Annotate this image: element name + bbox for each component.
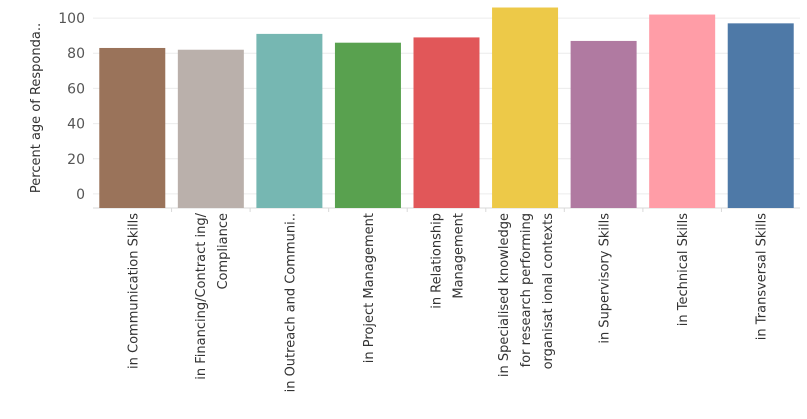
y-tick-label: 80 bbox=[67, 46, 85, 62]
y-axis-ticks: 0 20 40 60 80 100 bbox=[58, 11, 85, 203]
x-tick-label: in Communication Skills bbox=[126, 213, 141, 369]
y-tick-label: 60 bbox=[67, 81, 85, 97]
y-axis-label: Percent age of Responda.. bbox=[29, 23, 44, 193]
x-tick-label: in Project Management bbox=[362, 213, 377, 363]
x-tick-label: for research performing bbox=[519, 213, 534, 367]
x-tick-label: in Relationship bbox=[430, 213, 445, 309]
x-tick-label: in Specialised knowledge bbox=[497, 213, 512, 377]
bar bbox=[492, 7, 559, 208]
x-tick-label: Management bbox=[452, 213, 467, 299]
x-tick-label: in Technical Skills bbox=[676, 213, 691, 326]
y-tick-label: 20 bbox=[67, 152, 85, 168]
x-tick-label: Compliance bbox=[216, 213, 231, 290]
x-axis-labels: in Communication Skills in Financing/Cont… bbox=[126, 212, 769, 392]
bar bbox=[570, 40, 637, 209]
bar bbox=[649, 14, 716, 208]
y-tick-label: 40 bbox=[67, 117, 85, 133]
bar bbox=[256, 33, 323, 209]
bar bbox=[334, 42, 401, 209]
bar bbox=[99, 47, 166, 209]
x-tick-label: in Transversal Skills bbox=[755, 213, 770, 340]
x-tick-label: in Outreach and Communi.. bbox=[283, 213, 298, 392]
bars bbox=[99, 7, 794, 209]
x-tick-label: in Supervisory Skills bbox=[598, 213, 613, 344]
x-tick-label: organisat ional contexts bbox=[541, 213, 556, 370]
bar bbox=[727, 23, 794, 208]
bar bbox=[413, 37, 480, 209]
bar bbox=[177, 49, 244, 208]
y-tick-label: 100 bbox=[58, 11, 85, 27]
x-tick-label: in Financing/Contract ing/ bbox=[194, 212, 209, 379]
y-tick-label: 0 bbox=[76, 187, 85, 203]
